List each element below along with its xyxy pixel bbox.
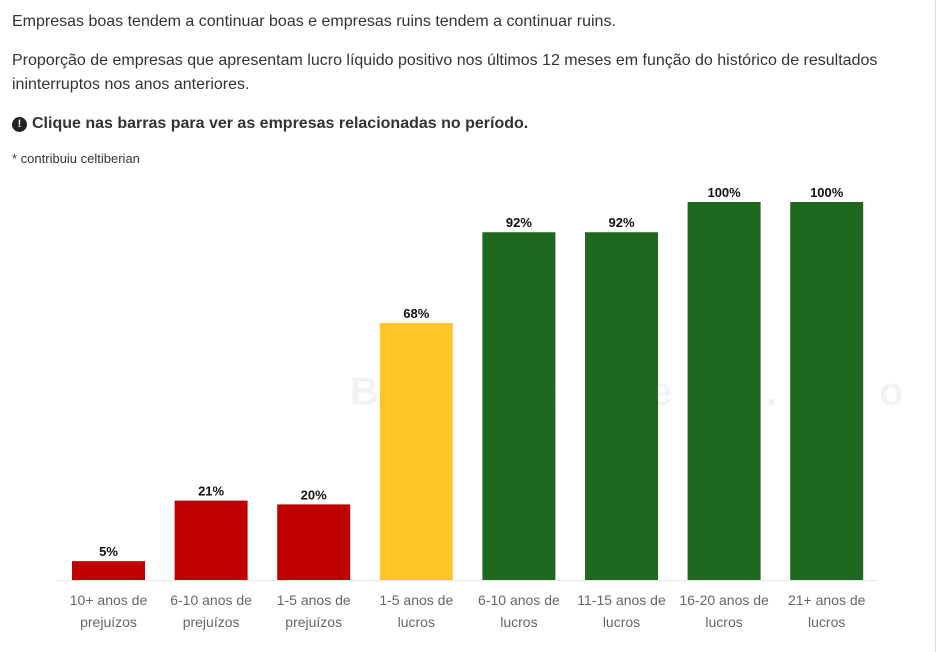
- bar-6[interactable]: [687, 202, 761, 580]
- click-hint-text: Clique nas barras para ver as empresas r…: [32, 115, 529, 132]
- data-label-0: 5%: [99, 544, 118, 559]
- bar-4[interactable]: [482, 232, 556, 581]
- x-tick-label-3-1: lucros: [398, 614, 435, 630]
- x-tick-label-0-0: 10+ anos de: [70, 592, 148, 608]
- x-tick-label-2-1: prejuízos: [285, 614, 342, 630]
- x-tick-label-7-0: 21+ anos de: [788, 592, 866, 608]
- data-label-4: 92%: [506, 215, 532, 230]
- chart-description: Proporção de empresas que apresentam luc…: [12, 52, 878, 93]
- bar-chart: 5% 10+ anos de prejuízos 21% 6-10 anos de pre…: [57, 185, 878, 630]
- bar-5[interactable]: [585, 232, 658, 581]
- exclamation-circle-icon: !: [12, 116, 27, 132]
- x-tick-label-3-0: 1-5 anos de: [379, 592, 453, 608]
- data-label-1: 21%: [198, 484, 224, 499]
- x-tick-label-4-1: lucros: [500, 614, 537, 630]
- x-tick-label-6-0: 16-20 anos de: [679, 592, 769, 608]
- intro-text: Empresas boas tendem a continuar boas e …: [12, 13, 616, 30]
- bar-1[interactable]: [174, 500, 248, 580]
- bar-3[interactable]: [379, 322, 453, 580]
- click-hint: ! Clique nas barras para ver as empresas…: [12, 112, 528, 136]
- bar-2[interactable]: [277, 504, 351, 580]
- data-label-6: 100%: [707, 185, 741, 200]
- x-tick-label-5-1: lucros: [603, 614, 640, 630]
- data-label-5: 92%: [608, 215, 634, 230]
- x-tick-label-4-0: 6-10 anos de: [478, 592, 560, 608]
- x-tick-label-1-1: prejuízos: [183, 614, 240, 630]
- credit-text: * contribuiu celtiberian: [12, 151, 140, 166]
- bar-7[interactable]: [790, 202, 864, 580]
- x-tick-label-7-1: lucros: [808, 614, 845, 630]
- data-label-2: 20%: [301, 487, 327, 502]
- x-tick-label-1-0: 6-10 anos de: [170, 592, 252, 608]
- data-label-3: 68%: [403, 306, 429, 321]
- x-tick-label-2-0: 1-5 anos de: [277, 592, 351, 608]
- data-label-7: 100%: [810, 185, 844, 200]
- x-tick-label-6-1: lucros: [705, 614, 742, 630]
- bar-0[interactable]: [72, 561, 145, 580]
- x-tick-label-5-0: 11-15 anos de: [577, 592, 666, 608]
- x-tick-label-0-1: prejuízos: [80, 614, 137, 630]
